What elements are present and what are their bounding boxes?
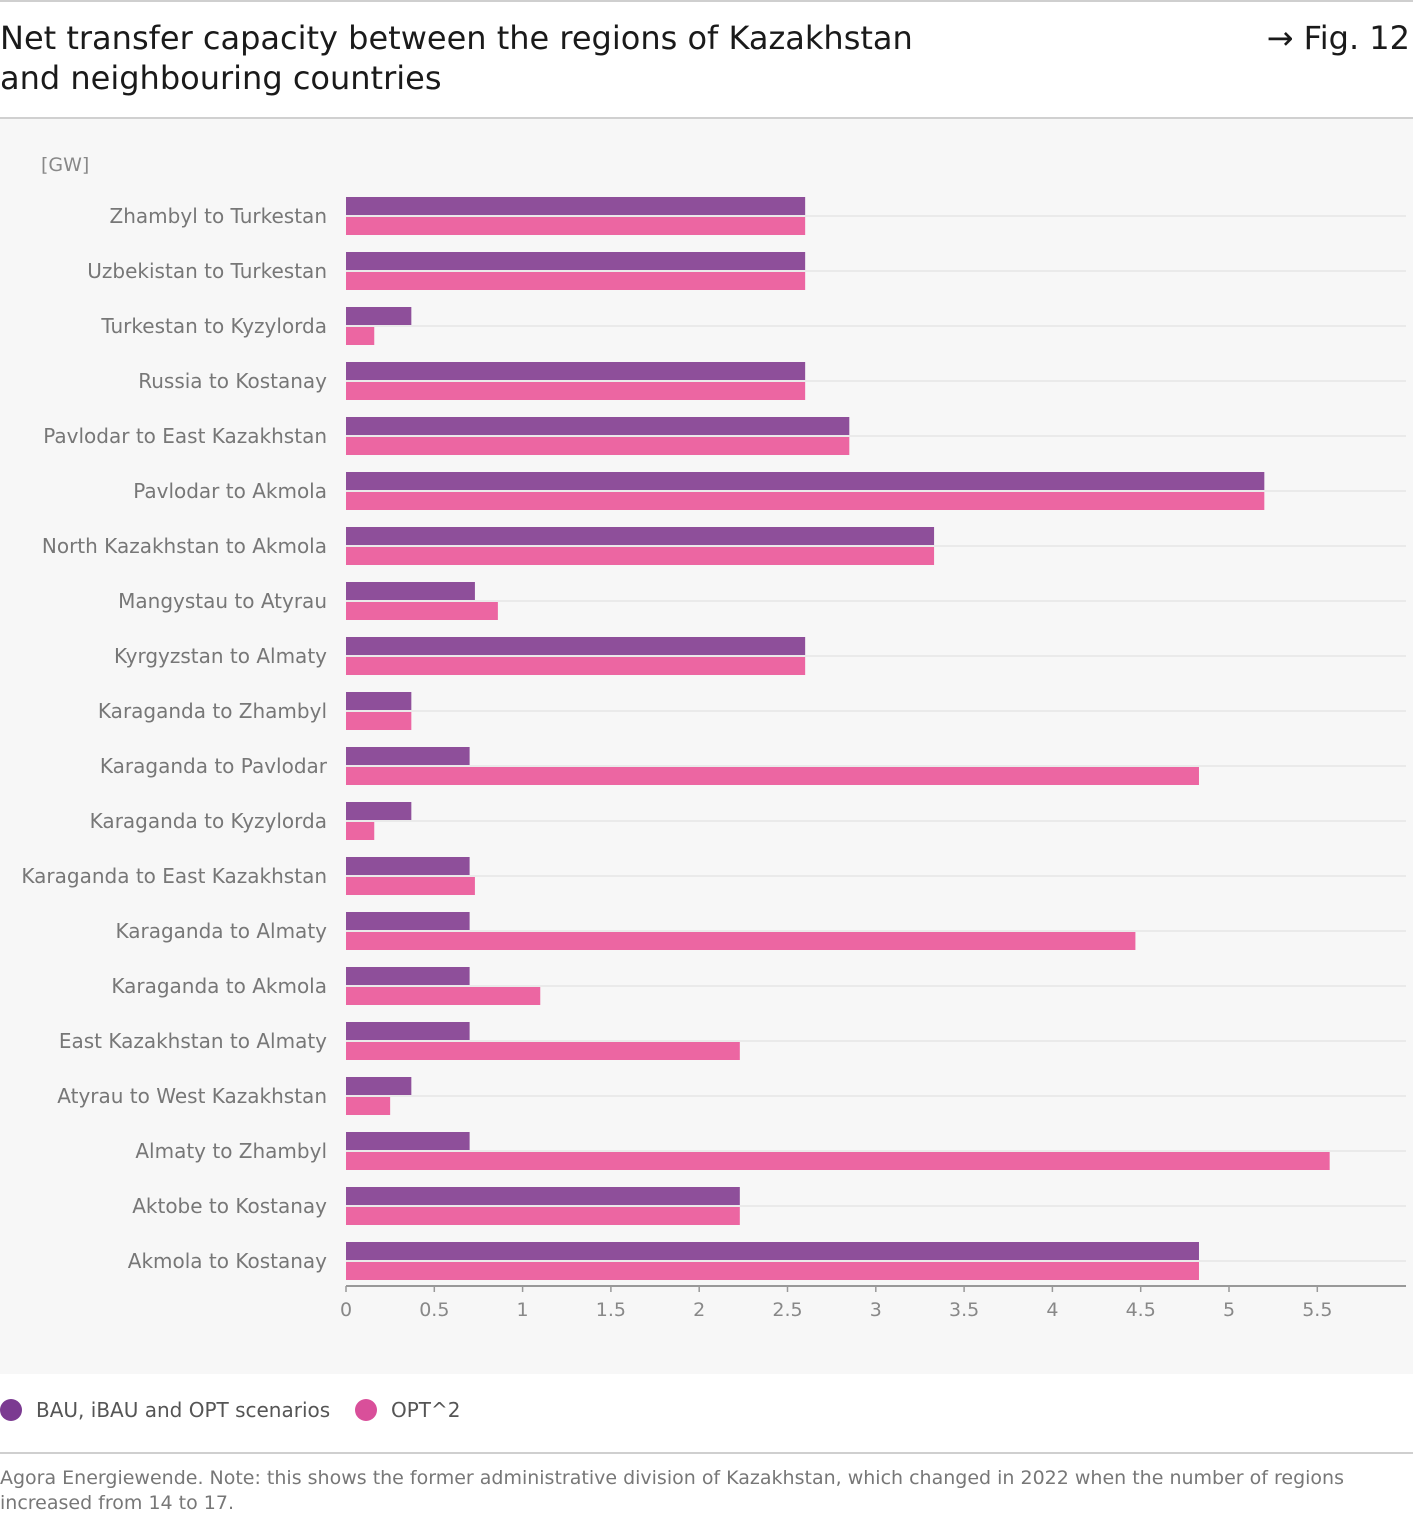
source-note: Agora Energiewende. Note: this shows the… [0,1467,1344,1514]
bar-opt2 [346,932,1136,950]
category-label: Kyrgyzstan to Almaty [114,644,327,668]
legend-item-bau: BAU, iBAU and OPT scenarios [0,1398,330,1422]
x-tick-label: 4 [1046,1299,1058,1321]
x-tick-label: 4.5 [1126,1299,1156,1321]
bar-bau [346,582,475,600]
category-label: Russia to Kostanay [138,369,327,393]
bar-bau [346,912,470,930]
category-label: Karaganda to Kyzylorda [90,809,327,833]
bar-opt2 [346,437,850,455]
category-label: Karaganda to Zhambyl [98,699,327,723]
bar-opt2 [346,602,498,620]
legend-swatch-bau [0,1399,22,1421]
bar-bau [346,472,1265,490]
x-tick-label: 3.5 [949,1299,979,1321]
bottom-divider [0,1452,1413,1454]
bar-opt2 [346,987,541,1005]
category-label: Karaganda to Almaty [115,919,327,943]
chart-title: Net transfer capacity between the region… [0,19,913,97]
category-label: Karaganda to East Kazakhstan [21,864,327,888]
bar-bau [346,252,806,270]
legend-label-opt2: OPT^2 [391,1398,461,1422]
legend-label-bau: BAU, iBAU and OPT scenarios [36,1398,331,1422]
bar-bau [346,637,806,655]
bar-opt2 [346,1152,1330,1170]
category-label: North Kazakhstan to Akmola [42,534,327,558]
bar-opt2 [346,217,806,235]
category-label: Karaganda to Akmola [111,974,327,998]
bar-opt2 [346,1262,1199,1280]
bar-bau [346,692,412,710]
bar-opt2 [346,767,1199,785]
bar-bau [346,307,412,325]
bar-opt2 [346,712,412,730]
bar-opt2 [346,1042,740,1060]
legend-item-opt2: OPT^2 [355,1398,461,1422]
bar-opt2 [346,272,806,290]
bar-bau [346,1132,470,1150]
bar-bau [346,747,470,765]
unit-label: [GW] [41,154,89,176]
bar-opt2 [346,877,475,895]
category-label: Uzbekistan to Turkestan [87,259,327,283]
category-label: Pavlodar to East Kazakhstan [43,424,327,448]
bar-bau [346,362,806,380]
x-tick-label: 3 [870,1299,882,1321]
chart-panel: [GW] Zhambyl to Turkestan Uzbekistan to Tu… [0,117,1413,1374]
bar-bau [346,857,470,875]
bar-bau [346,197,806,215]
bar-bau [346,1077,412,1095]
legend-swatch-opt2 [355,1399,377,1421]
x-tick-label: 2 [693,1299,705,1321]
bar-bau [346,1022,470,1040]
category-label: Turkestan to Kyzylorda [100,314,327,338]
bar-bau [346,1242,1199,1260]
x-tick-label: 0 [340,1299,352,1321]
category-label: Pavlodar to Akmola [133,479,327,503]
bar-opt2 [346,492,1265,510]
category-label: Zhambyl to Turkestan [110,204,327,228]
bar-opt2 [346,547,935,565]
x-tick-label: 0.5 [419,1299,449,1321]
category-label: Atyrau to West Kazakhstan [57,1084,327,1108]
bar-bau [346,527,935,545]
legend: BAU, iBAU and OPT scenarios OPT^2 [0,1398,1413,1428]
category-label: Mangystau to Atyrau [118,589,327,613]
bar-opt2 [346,327,375,345]
x-tick-label: 5 [1223,1299,1235,1321]
x-tick-label: 1.5 [596,1299,626,1321]
figure-label: → Fig. 12 [1266,19,1410,57]
bar-bau [346,417,850,435]
top-divider [0,0,1413,2]
x-tick-label: 2.5 [772,1299,802,1321]
bar-opt2 [346,382,806,400]
bar-opt2 [346,657,806,675]
bar-opt2 [346,1097,391,1115]
category-label: Almaty to Zhambyl [135,1139,327,1163]
category-label: Karaganda to Pavlodar [100,754,328,778]
x-tick-label: 5.5 [1302,1299,1332,1321]
bar-opt2 [346,822,375,840]
x-tick-label: 1 [517,1299,529,1321]
bar-bau [346,967,470,985]
bar-chart: [GW] Zhambyl to Turkestan Uzbekistan to Tu… [21,154,1406,1321]
category-label: Aktobe to Kostanay [132,1194,327,1218]
bar-bau [346,802,412,820]
category-label: Akmola to Kostanay [128,1249,327,1273]
category-label: East Kazakhstan to Almaty [59,1029,327,1053]
bar-opt2 [346,1207,740,1225]
bar-bau [346,1187,740,1205]
